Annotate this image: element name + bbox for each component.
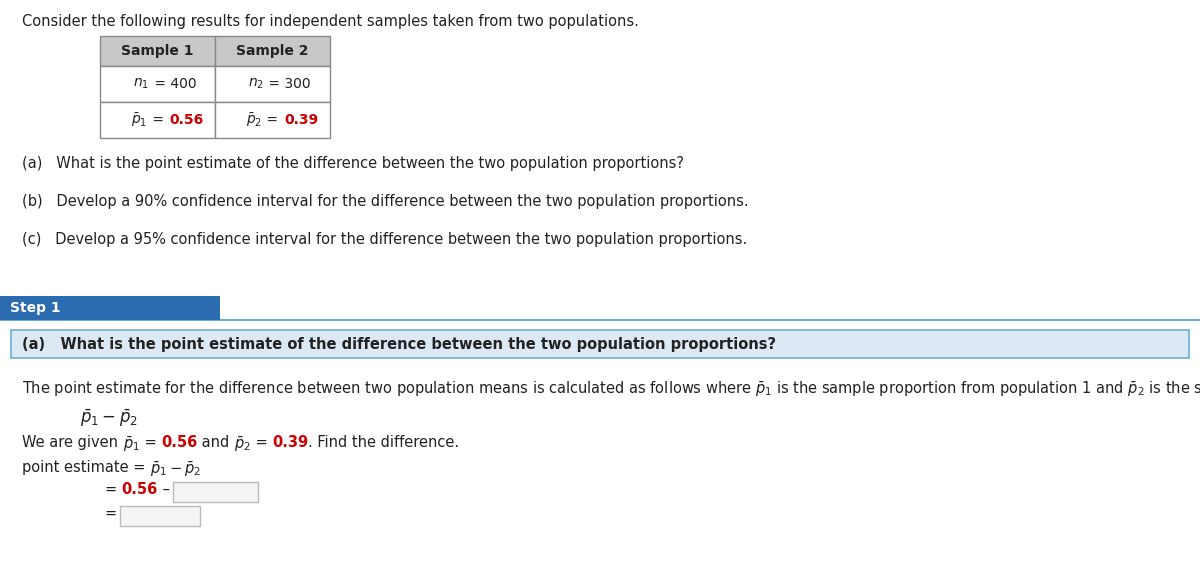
Text: = 400: = 400 xyxy=(150,77,196,91)
Text: (b)   Develop a 90% confidence interval for the difference between the two popul: (b) Develop a 90% confidence interval fo… xyxy=(22,194,749,209)
Bar xyxy=(100,102,215,138)
Text: The point estimate for the difference between two population means is calculated: The point estimate for the difference be… xyxy=(22,380,1200,399)
Bar xyxy=(100,36,215,66)
Text: =: = xyxy=(148,113,168,127)
Text: Sample 1: Sample 1 xyxy=(121,44,193,58)
Text: $n_2$: $n_2$ xyxy=(248,77,264,91)
Text: 0.39: 0.39 xyxy=(272,435,308,450)
Text: 0.39: 0.39 xyxy=(284,113,319,127)
Text: 0.56: 0.56 xyxy=(161,435,197,450)
Text: =: = xyxy=(139,435,161,450)
Bar xyxy=(215,102,330,138)
Text: Step 1: Step 1 xyxy=(10,301,61,315)
Bar xyxy=(173,482,258,502)
Text: $\bar{p}_1 - \bar{p}_2$: $\bar{p}_1 - \bar{p}_2$ xyxy=(150,460,202,479)
Text: and: and xyxy=(197,435,234,450)
Text: Consider the following results for independent samples taken from two population: Consider the following results for indep… xyxy=(22,14,638,29)
Text: $\bar{p}_2$: $\bar{p}_2$ xyxy=(234,435,251,454)
Text: =: = xyxy=(263,113,283,127)
Bar xyxy=(215,66,330,102)
Text: $n_1$: $n_1$ xyxy=(133,77,150,91)
Bar xyxy=(215,36,330,66)
Text: $\bar{p}_1$: $\bar{p}_1$ xyxy=(122,435,139,454)
Text: $\bar{p}_1$: $\bar{p}_1$ xyxy=(131,111,148,129)
Text: (a)   What is the point estimate of the difference between the two population pr: (a) What is the point estimate of the di… xyxy=(22,156,684,171)
Text: = 300: = 300 xyxy=(264,77,311,91)
Text: Sample 2: Sample 2 xyxy=(236,44,308,58)
Text: $\bar{p}_2$: $\bar{p}_2$ xyxy=(246,111,263,129)
Text: point estimate =: point estimate = xyxy=(22,460,150,475)
Text: =: = xyxy=(106,482,121,497)
Text: –: – xyxy=(158,482,170,497)
Bar xyxy=(120,506,200,526)
Text: =: = xyxy=(251,435,272,450)
Text: We are given: We are given xyxy=(22,435,122,450)
Bar xyxy=(0,296,220,320)
Text: 0.56: 0.56 xyxy=(121,482,158,497)
Bar xyxy=(11,330,1189,358)
Text: (a)   What is the point estimate of the difference between the two population pr: (a) What is the point estimate of the di… xyxy=(22,336,776,352)
Bar xyxy=(100,66,215,102)
Text: 0.56: 0.56 xyxy=(169,113,204,127)
Text: (c)   Develop a 95% confidence interval for the difference between the two popul: (c) Develop a 95% confidence interval fo… xyxy=(22,232,748,247)
Text: $\bar{p}_1 - \bar{p}_2$: $\bar{p}_1 - \bar{p}_2$ xyxy=(80,408,138,429)
Text: =: = xyxy=(106,506,118,521)
Text: . Find the difference.: . Find the difference. xyxy=(308,435,460,450)
